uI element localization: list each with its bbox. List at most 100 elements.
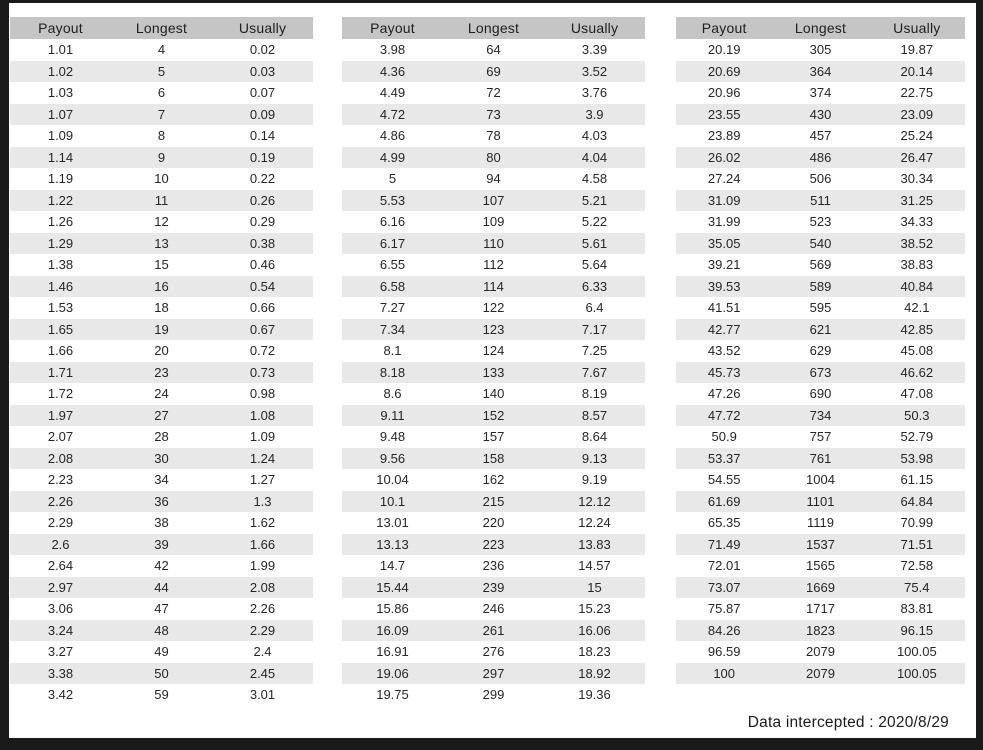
table-cell: 8.1 <box>383 343 402 359</box>
table-cell: 34 <box>154 472 169 488</box>
table-cell: 25.24 <box>900 128 934 144</box>
table-row: 2.23 34 1.27 <box>10 469 313 491</box>
table-row: 2.08 30 1.24 <box>10 447 313 469</box>
table-cell: 1537 <box>806 536 835 552</box>
table-row: 4.72 73 3.9 <box>342 103 645 125</box>
table-cell: 0.26 <box>249 192 276 208</box>
table-cell: 0.09 <box>249 106 276 122</box>
table-cell: 0.73 <box>249 364 276 380</box>
table-cell: 14.57 <box>578 558 611 574</box>
table-cell: 48 <box>154 622 169 638</box>
table-row: 8.1 124 7.25 <box>342 340 645 362</box>
table-cell: 42.85 <box>900 321 934 337</box>
table-cell: 5.53 <box>379 192 406 208</box>
table-cell: 5.61 <box>581 235 608 251</box>
table-cell: 1.09 <box>249 429 276 445</box>
table-cell: 38.83 <box>900 257 934 273</box>
table-cell: 13 <box>154 235 169 251</box>
table-cell: 2.4 <box>253 644 272 660</box>
table-cell: 43.52 <box>707 343 741 359</box>
table-cell: 100 <box>713 665 736 681</box>
table-cell: 1.97 <box>47 407 74 423</box>
table-cell: 96.59 <box>707 644 741 660</box>
table-row: 35.05 540 38.52 <box>676 232 965 254</box>
table-cell: 2.26 <box>249 601 276 617</box>
column-header: Usually <box>893 20 941 36</box>
table-cell: 629 <box>809 343 832 359</box>
table-cell: 133 <box>482 364 505 380</box>
table-cell: 761 <box>809 450 832 466</box>
table-cell: 1004 <box>806 472 835 488</box>
table-cell: 16.06 <box>578 622 611 638</box>
table-cell: 0.19 <box>249 149 276 165</box>
payout-table-3: Payout Longest Usually 20.19 305 19.87 20.69 36… <box>676 17 965 684</box>
table-cell: 0.72 <box>249 343 276 359</box>
table-cell: 2.64 <box>47 558 74 574</box>
table-row: 10.04 162 9.19 <box>342 469 645 491</box>
table-row: 53.37 761 53.98 <box>676 447 965 469</box>
table-row: 41.51 595 42.1 <box>676 297 965 319</box>
table-cell: 16.09 <box>376 622 409 638</box>
table-cell: 19.36 <box>578 687 611 703</box>
table-cell: 1565 <box>806 558 835 574</box>
table-cell: 13.83 <box>578 536 611 552</box>
table-row: 1.66 20 0.72 <box>10 340 313 362</box>
table-cell: 8.64 <box>581 429 608 445</box>
table-cell: 5.64 <box>581 257 608 273</box>
column-header: Payout <box>38 20 83 36</box>
table-cell: 114 <box>483 278 504 294</box>
table-row: 100 2079 100.05 <box>676 662 965 684</box>
table-cell: 3.01 <box>249 687 276 703</box>
table-row: 20.19 305 19.87 <box>676 39 965 61</box>
table-cell: 19.87 <box>900 42 934 58</box>
table-cell: 18.92 <box>578 665 611 681</box>
table-cell: 45.73 <box>707 364 741 380</box>
table-cell: 0.66 <box>249 300 276 316</box>
table-cell: 23.55 <box>707 106 741 122</box>
table-cell: 64.84 <box>900 493 934 509</box>
table-cell: 39 <box>154 536 169 552</box>
table-cell: 20.69 <box>707 63 741 79</box>
table-cell: 220 <box>482 515 505 531</box>
table-cell: 673 <box>809 364 832 380</box>
table-row: 20.96 374 22.75 <box>676 82 965 104</box>
table-cell: 162 <box>482 472 505 488</box>
table-cell: 15.44 <box>376 579 409 595</box>
table-cell: 15 <box>154 257 169 273</box>
table-cell: 72 <box>486 85 501 101</box>
table-cell: 5.22 <box>581 214 608 230</box>
table-cell: 31.99 <box>707 214 741 230</box>
table-cell: 4 <box>157 42 166 58</box>
table-cell: 261 <box>482 622 505 638</box>
table-row: 54.55 1004 61.15 <box>676 469 965 491</box>
table-cell: 38.52 <box>900 235 934 251</box>
table-cell: 39.53 <box>707 278 741 294</box>
table-cell: 20.14 <box>900 63 934 79</box>
table-cell: 1.24 <box>249 450 276 466</box>
table-row: 73.07 1669 75.4 <box>676 576 965 598</box>
table-cell: 16 <box>154 278 169 294</box>
table-row: 7.27 122 6.4 <box>342 297 645 319</box>
table-cell: 621 <box>809 321 832 337</box>
table-header-row: Payout Longest Usually <box>342 17 645 39</box>
table-cell: 3.24 <box>47 622 74 638</box>
table-cell: 3.52 <box>581 63 608 79</box>
table-cell: 30.34 <box>900 171 934 187</box>
table-row: 1.53 18 0.66 <box>10 297 313 319</box>
table-row: 31.09 511 31.25 <box>676 189 965 211</box>
table-cell: 20.19 <box>707 42 741 58</box>
table-cell: 94 <box>486 171 501 187</box>
table-cell: 569 <box>809 257 832 273</box>
table-header-row: Payout Longest Usually <box>10 17 313 39</box>
table-cell: 64 <box>486 42 501 58</box>
table-cell: 124 <box>482 343 505 359</box>
table-cell: 276 <box>482 644 505 660</box>
table-cell: 54.55 <box>707 472 741 488</box>
table-cell: 20 <box>154 343 169 359</box>
table-cell: 61.15 <box>900 472 934 488</box>
table-cell: 430 <box>809 106 832 122</box>
table-cell: 100.05 <box>896 665 937 681</box>
table-row: 14.7 236 14.57 <box>342 555 645 577</box>
table-cell: 112 <box>483 257 504 273</box>
table-cell: 4.04 <box>581 149 608 165</box>
